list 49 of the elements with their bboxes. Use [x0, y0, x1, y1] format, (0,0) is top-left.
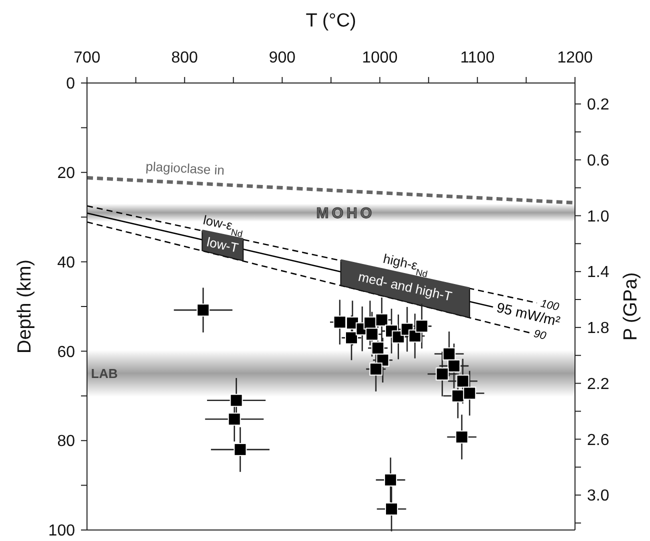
y2-tick-label: 3.0 [587, 488, 610, 505]
point [375, 313, 388, 326]
point [333, 316, 346, 329]
point [447, 359, 460, 372]
series-label: plagioclase in [145, 158, 225, 178]
point [344, 331, 358, 344]
point [463, 386, 476, 400]
point [455, 430, 468, 444]
point [228, 412, 241, 426]
y2-tick-label: 1.4 [587, 264, 610, 282]
y-tick-label: 60 [57, 344, 76, 361]
x-tick-label: 1200 [557, 50, 593, 67]
band-label: MOHO [316, 204, 375, 222]
x-tick-label: 800 [171, 50, 198, 67]
y-axis-title: Depth (km) [14, 260, 36, 354]
point [371, 342, 384, 355]
point [384, 473, 398, 486]
y-tick-label: 0 [66, 76, 76, 93]
y2-tick-label: 0.2 [587, 96, 610, 114]
y2-axis-title: P (GPa) [620, 272, 642, 341]
y-tick-label: 40 [57, 254, 76, 272]
y-tick-label: 100 [48, 522, 76, 540]
y-tick-label: 20 [57, 165, 76, 182]
x-axis-title: T (°C) [306, 10, 356, 32]
x-tick-label: 1000 [362, 50, 398, 67]
text: 90 [532, 328, 548, 343]
y2-tick-label: 1.8 [587, 320, 610, 338]
y2-tick-label: 2.6 [587, 432, 610, 449]
point [196, 304, 210, 317]
point [442, 347, 456, 360]
x-tick-label: 900 [268, 50, 296, 67]
point [436, 367, 449, 380]
point [369, 362, 382, 376]
x-tick-label: 700 [74, 50, 100, 67]
band-label: LAB [91, 366, 118, 381]
y2-tick-label: 1.0 [587, 208, 610, 226]
point [408, 330, 422, 342]
point [415, 320, 428, 333]
point [385, 502, 398, 516]
point [230, 394, 243, 407]
y2-tick-label: 2.2 [587, 376, 610, 393]
y-tick-label: 80 [57, 433, 76, 450]
point [456, 374, 470, 388]
y2-tick-label: 0.6 [587, 152, 610, 170]
annotation: low-ε$_{Nd}$ [202, 212, 244, 240]
point [451, 389, 464, 402]
point [365, 328, 378, 341]
point [234, 443, 247, 456]
x-tick-label: 1100 [460, 50, 495, 67]
